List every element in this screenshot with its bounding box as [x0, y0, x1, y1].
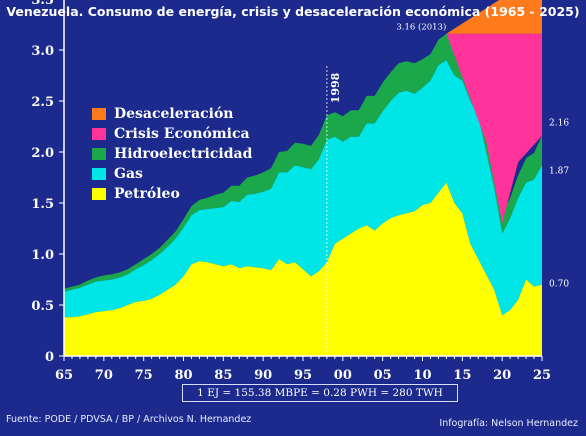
legend-label-hidro: Hidroelectricidad [114, 146, 253, 162]
credit-note: Infografía: Nelson Hernandez [439, 418, 578, 429]
legend-swatch-gas [92, 168, 106, 180]
series-gas-area [64, 60, 542, 318]
annotation-2013-peak: 3.16 (2013) [396, 22, 446, 33]
x-tick-label: 75 [135, 368, 153, 383]
x-tick-label: 85 [214, 368, 232, 383]
annotation-0-70: 0.70 [549, 280, 569, 290]
legend-item-desaceleracion: Desaceleración [92, 104, 252, 124]
y-tick-label: 0.5 [31, 299, 54, 314]
x-tick-label: 65 [55, 368, 73, 383]
y-tick-label: 3.5 [31, 0, 54, 8]
series-petroleo-area [64, 182, 542, 356]
chart-title: Venezuela. Consumo de energía, crisis y … [6, 4, 580, 19]
series-desaceleracion-area [446, 0, 542, 34]
y-tick-label: 0 [45, 350, 54, 365]
annotation-2-16: 2.16 [549, 119, 569, 129]
legend-label-petroleo: Petróleo [114, 186, 180, 202]
y-tick-label: 2.5 [31, 95, 54, 110]
legend-label-desaceleracion: Desaceleración [114, 106, 234, 122]
legend-swatch-crisis [92, 128, 106, 140]
source-note: Fuente: PODE / PDVSA / BP / Archivos N. … [6, 414, 252, 425]
x-tick-label: 10 [413, 368, 431, 383]
legend-label-crisis: Crisis Económica [114, 126, 250, 142]
y-tick-label: 1.5 [31, 197, 54, 212]
legend-item-crisis: Crisis Económica [92, 124, 252, 144]
x-tick-label: 70 [95, 368, 113, 383]
legend-item-petroleo: Petróleo [92, 184, 252, 204]
series-hidroelectricidad-area [64, 33, 542, 292]
x-tick-label: 90 [254, 368, 272, 383]
x-tick-label: 00 [334, 368, 352, 383]
x-tick-label: 05 [374, 368, 392, 383]
series-crisis-area [446, 33, 542, 224]
x-tick-label: 95 [294, 368, 312, 383]
annotation-1998: 1998 [329, 72, 342, 103]
legend-item-gas: Gas [92, 164, 252, 184]
x-tick-label: 25 [533, 368, 551, 383]
chart-legend: Desaceleración Crisis Económica Hidroele… [92, 104, 252, 204]
y-tick-label: 2.0 [31, 146, 54, 161]
legend-swatch-desaceleracion [92, 108, 106, 120]
legend-label-gas: Gas [114, 166, 143, 182]
legend-item-hidro: Hidroelectricidad [92, 144, 252, 164]
x-tick-label: 80 [174, 368, 192, 383]
y-tick-label: 3.0 [31, 44, 54, 59]
legend-swatch-hidro [92, 148, 106, 160]
y-tick-label: 1.0 [31, 248, 54, 263]
annotation-1-87: 1.87 [549, 166, 569, 176]
x-tick-label: 15 [453, 368, 471, 383]
legend-swatch-petroleo [92, 188, 106, 200]
x-tick-label: 20 [493, 368, 511, 383]
conversion-note: 1 EJ = 155.38 MBPE = 0.28 PWH = 280 TWH [182, 384, 458, 402]
